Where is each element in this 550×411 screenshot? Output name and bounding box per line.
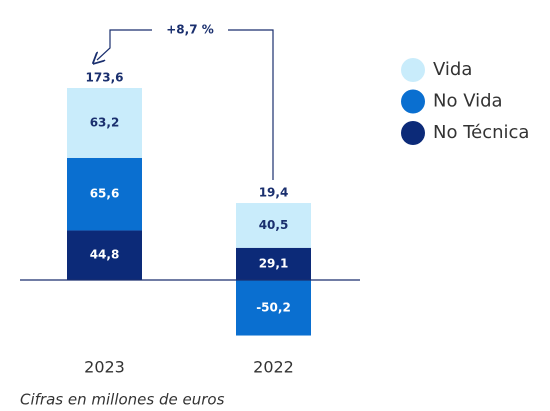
footnote: Cifras en millones de euros <box>20 391 225 409</box>
bar-segment <box>236 247 311 280</box>
legend-swatch <box>401 89 425 114</box>
segment-label: 44,8 <box>90 248 120 262</box>
bar-segment <box>67 88 142 158</box>
legend-label: No Vida <box>433 91 503 112</box>
bar-segment <box>67 230 142 280</box>
x-tick-label: 2023 <box>84 358 125 377</box>
bar-segment <box>67 157 142 231</box>
segment-label: 65,6 <box>90 187 120 201</box>
segment-label: 29,1 <box>259 256 289 270</box>
annotation-line <box>228 29 274 180</box>
segment-label: -50,2 <box>256 300 291 314</box>
segment-label: 40,5 <box>259 218 289 232</box>
segment-label: 63,2 <box>90 115 120 129</box>
annotation: +8,7 % <box>166 23 214 37</box>
bar-segment <box>236 280 311 336</box>
total-label: 173,6 <box>86 71 124 85</box>
x-tick-label: 2022 <box>253 358 294 377</box>
bar-segment <box>236 203 311 248</box>
total-label: 19,4 <box>259 186 289 200</box>
legend-label: Vida <box>433 59 472 80</box>
annotation-arrow <box>97 29 152 60</box>
legend-swatch <box>401 58 425 82</box>
legend-label: No Técnica <box>433 122 529 143</box>
legend-swatch <box>401 121 425 145</box>
